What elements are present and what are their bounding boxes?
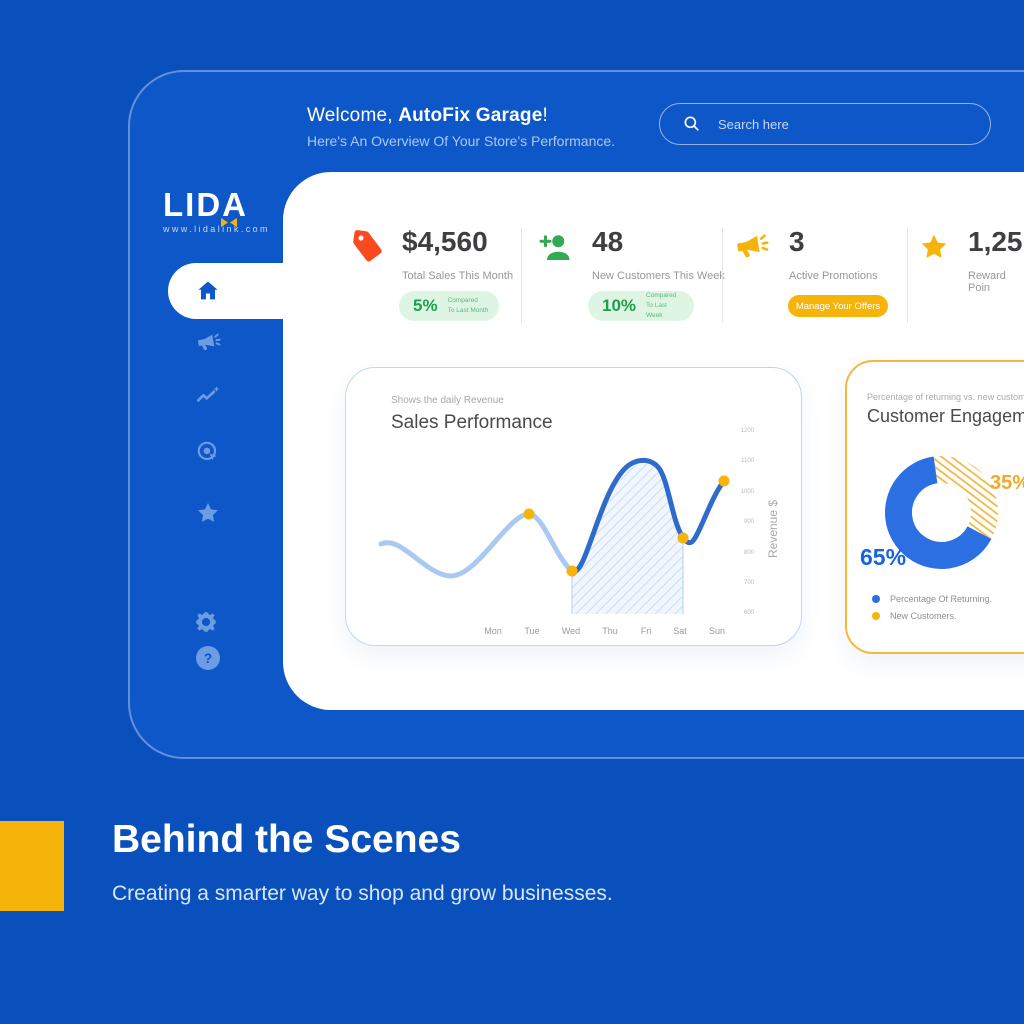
svg-text:1200: 1200 (741, 428, 755, 434)
legend-dot-blue (872, 595, 880, 603)
chain-link-icon (220, 200, 238, 233)
stats-divider (907, 228, 908, 323)
sales-performance-card: Shows the daily Revenue Sales Performanc… (345, 367, 802, 646)
stats-divider (521, 228, 522, 323)
legend-dot-yellow (872, 612, 880, 620)
poster-subtitle: Creating a smarter way to shop and grow … (112, 882, 613, 905)
sidebar-item-promotions[interactable] (188, 322, 228, 362)
svg-text:900: 900 (744, 519, 755, 525)
svg-text:1100: 1100 (741, 458, 755, 464)
marker-tue (523, 508, 535, 520)
legend-item-new-customers: New Customers. (872, 611, 992, 621)
stat-total-sales-value: $4,560 (402, 226, 488, 257)
stat-new-customers-value: 48 (592, 226, 624, 257)
svg-text:Sat: Sat (673, 626, 687, 636)
new-customers-percent-label: 35% (990, 472, 1024, 494)
donut-legend: Percentage Of Returning. New Customers. (872, 594, 992, 621)
manage-offers-button[interactable]: Manage Your Offers (788, 295, 888, 317)
stat-total-sales-label: Total Sales This Month (402, 270, 514, 282)
logo-text: LIDA (163, 188, 273, 227)
y-axis-label: Revenue $ (766, 500, 780, 558)
marker-sat (677, 532, 689, 544)
search-icon (682, 114, 702, 134)
stat-promotions-value: 3 (789, 226, 805, 257)
legend-label: New Customers. (890, 611, 957, 621)
svg-text:700: 700 (744, 580, 755, 586)
sidebar-item-rewards[interactable] (188, 493, 228, 533)
brand-logo: LIDA www.lidalink.com (163, 188, 273, 234)
sales-line-chart: 1200 1100 1000 900 800 700 600 Revenue $… (378, 428, 780, 636)
user-add-icon (538, 230, 574, 266)
svg-text:1000: 1000 (741, 489, 755, 495)
returning-percent-label: 65% (860, 544, 907, 570)
badge-percent: 5% (413, 296, 438, 315)
star-icon (195, 500, 221, 526)
welcome-prefix: Welcome, (307, 105, 399, 126)
search-bar[interactable] (659, 103, 991, 145)
sidebar-item-settings[interactable] (186, 602, 226, 642)
engagement-card-title: Customer Engagement (867, 406, 1024, 426)
logo-website: www.lidalink.com (163, 224, 270, 234)
donut-segment-new-customers (885, 456, 998, 569)
customer-engagement-card: Percentage of returning vs. new customer… (845, 360, 1024, 654)
stat-promotions-label: Active Promotions (789, 270, 878, 282)
sales-card-title: Sales Performance (391, 412, 553, 433)
svg-text:800: 800 (744, 550, 755, 556)
poster-title: Behind the Scenes (112, 818, 461, 861)
svg-text:Thu: Thu (602, 626, 618, 636)
svg-text:Fri: Fri (641, 626, 652, 636)
revenue-line-light (378, 511, 575, 579)
sales-comparison-badge: 5% Compared To Last Month (399, 291, 499, 321)
active-tab-background (168, 263, 298, 319)
stats-divider (722, 228, 723, 323)
megaphone-icon (733, 228, 769, 264)
x-axis-labels: Mon Tue Wed Thu Fri Sat Sun (484, 626, 725, 636)
svg-text:Tue: Tue (524, 626, 539, 636)
legend-item-returning: Percentage Of Returning. (872, 594, 992, 604)
welcome-suffix: ! (542, 105, 548, 126)
price-tag-icon (347, 226, 388, 267)
legend-label: Percentage Of Returning. (890, 594, 993, 604)
svg-text:600: 600 (744, 610, 755, 616)
welcome-heading: Welcome, AutoFix Garage! (307, 105, 548, 127)
stat-rewards-value: 1,25 (968, 226, 1023, 257)
y-axis-ticks: 1200 1100 1000 900 800 700 600 (741, 428, 755, 616)
engagement-card-subtitle: Percentage of returning vs. new customer… (867, 392, 1024, 402)
svg-text:Mon: Mon (484, 626, 502, 636)
home-icon (195, 278, 221, 304)
search-input[interactable] (716, 115, 950, 133)
question-icon: ? (196, 646, 220, 670)
welcome-subtitle: Here's An Overview Of Your Store's Perfo… (307, 133, 616, 149)
svg-text:Wed: Wed (562, 626, 580, 636)
stat-new-customers-label: New Customers This Week (592, 270, 725, 282)
engagement-donut-chart (885, 456, 998, 569)
star-icon (918, 231, 950, 263)
marker-wed (566, 565, 578, 577)
trend-icon (195, 382, 221, 408)
decorative-yellow-square (0, 821, 64, 911)
sidebar-item-engagement[interactable] (188, 432, 228, 472)
click-target-icon (195, 439, 221, 465)
sidebar-item-analytics[interactable] (188, 375, 228, 415)
gear-icon (193, 609, 219, 635)
marker-sun (718, 475, 730, 487)
svg-text:Sun: Sun (709, 626, 725, 636)
highlight-area (572, 460, 683, 614)
sidebar-item-help[interactable]: ? (188, 638, 228, 678)
sidebar-item-home[interactable] (188, 271, 228, 311)
badge-percent: 10% (602, 296, 637, 315)
store-name: AutoFix Garage (398, 105, 543, 126)
stat-rewards-label: Reward Poin (968, 270, 1006, 294)
sales-card-subtitle: Shows the daily Revenue (391, 395, 504, 406)
customers-comparison-badge: 10% Compared To Last Week (588, 291, 694, 321)
revenue-line-dark (569, 457, 727, 574)
badge-note: Compared To Last Week (646, 292, 677, 319)
badge-note: Compared To Last Month (447, 297, 489, 314)
megaphone-icon (195, 329, 221, 355)
